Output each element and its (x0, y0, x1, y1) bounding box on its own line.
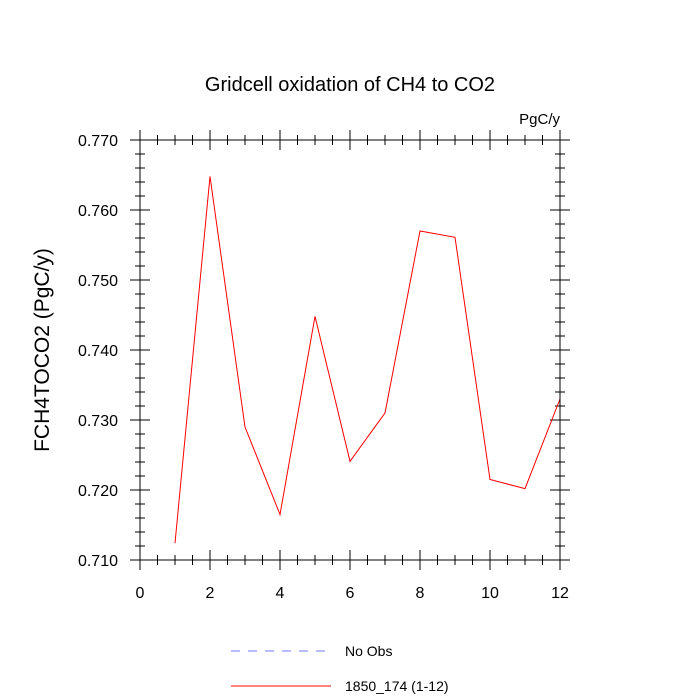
x-tick-label: 4 (276, 585, 285, 602)
y-tick-label: 0.720 (78, 483, 118, 500)
chart-title: Gridcell oxidation of CH4 to CO2 (205, 74, 495, 96)
y-tick-label: 0.750 (78, 273, 118, 290)
y-tick-label: 0.740 (78, 343, 118, 360)
legend-label-no-obs: No Obs (345, 643, 392, 659)
x-tick-label: 0 (136, 585, 145, 602)
series-group (174, 176, 561, 544)
y-axis-label: FCH4TOCO2 (PgC/y) (31, 248, 54, 452)
x-tick-label: 10 (481, 585, 499, 602)
legend-label-1850-174: 1850_174 (1-12) (345, 678, 449, 694)
x-tick-label: 2 (206, 585, 215, 602)
y-tick-label: 0.770 (78, 133, 118, 150)
y-tick-labels: 0.710 0.720 0.730 0.740 0.750 0.760 0.770 (78, 133, 118, 570)
y-tick-label: 0.730 (78, 413, 118, 430)
x-tick-label: 8 (416, 585, 425, 602)
series-line-1850-174 (174, 176, 561, 544)
axis-ticks (130, 130, 570, 570)
x-tick-label: 12 (551, 585, 569, 602)
plot-frame (139, 139, 561, 561)
units-label: PgC/y (519, 111, 560, 128)
x-tick-label: 6 (346, 585, 355, 602)
legend: No Obs 1850_174 (1-12) (231, 643, 449, 694)
y-tick-label: 0.760 (78, 203, 118, 220)
y-tick-label: 0.710 (78, 553, 118, 570)
x-tick-labels: 0 2 4 6 8 10 12 (136, 585, 569, 602)
